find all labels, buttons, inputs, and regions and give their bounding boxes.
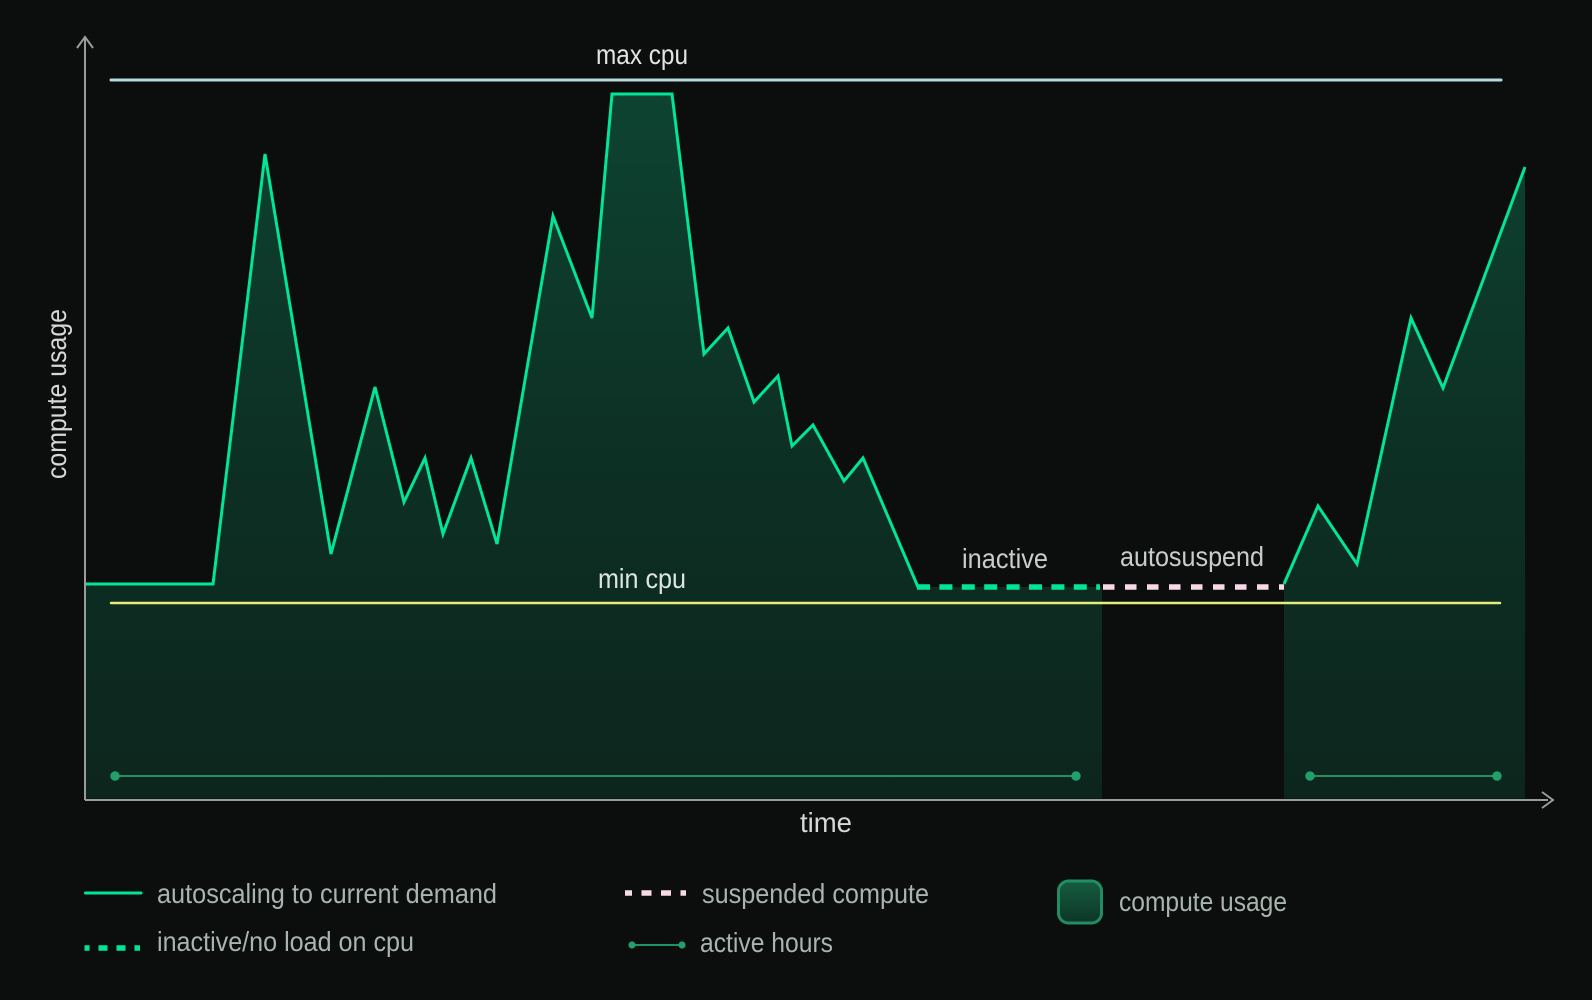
svg-text:time: time xyxy=(800,807,852,838)
svg-text:suspended compute: suspended compute xyxy=(702,878,929,909)
svg-text:inactive: inactive xyxy=(962,543,1048,574)
svg-text:inactive/no load on cpu: inactive/no load on cpu xyxy=(157,926,414,957)
svg-text:min cpu: min cpu xyxy=(598,563,686,594)
svg-text:compute usage: compute usage xyxy=(41,309,72,479)
svg-text:compute usage: compute usage xyxy=(1119,886,1287,917)
svg-text:max cpu: max cpu xyxy=(596,39,688,70)
svg-text:autosuspend: autosuspend xyxy=(1120,541,1264,572)
svg-text:autoscaling to current demand: autoscaling to current demand xyxy=(157,878,497,909)
svg-text:active hours: active hours xyxy=(700,927,833,958)
